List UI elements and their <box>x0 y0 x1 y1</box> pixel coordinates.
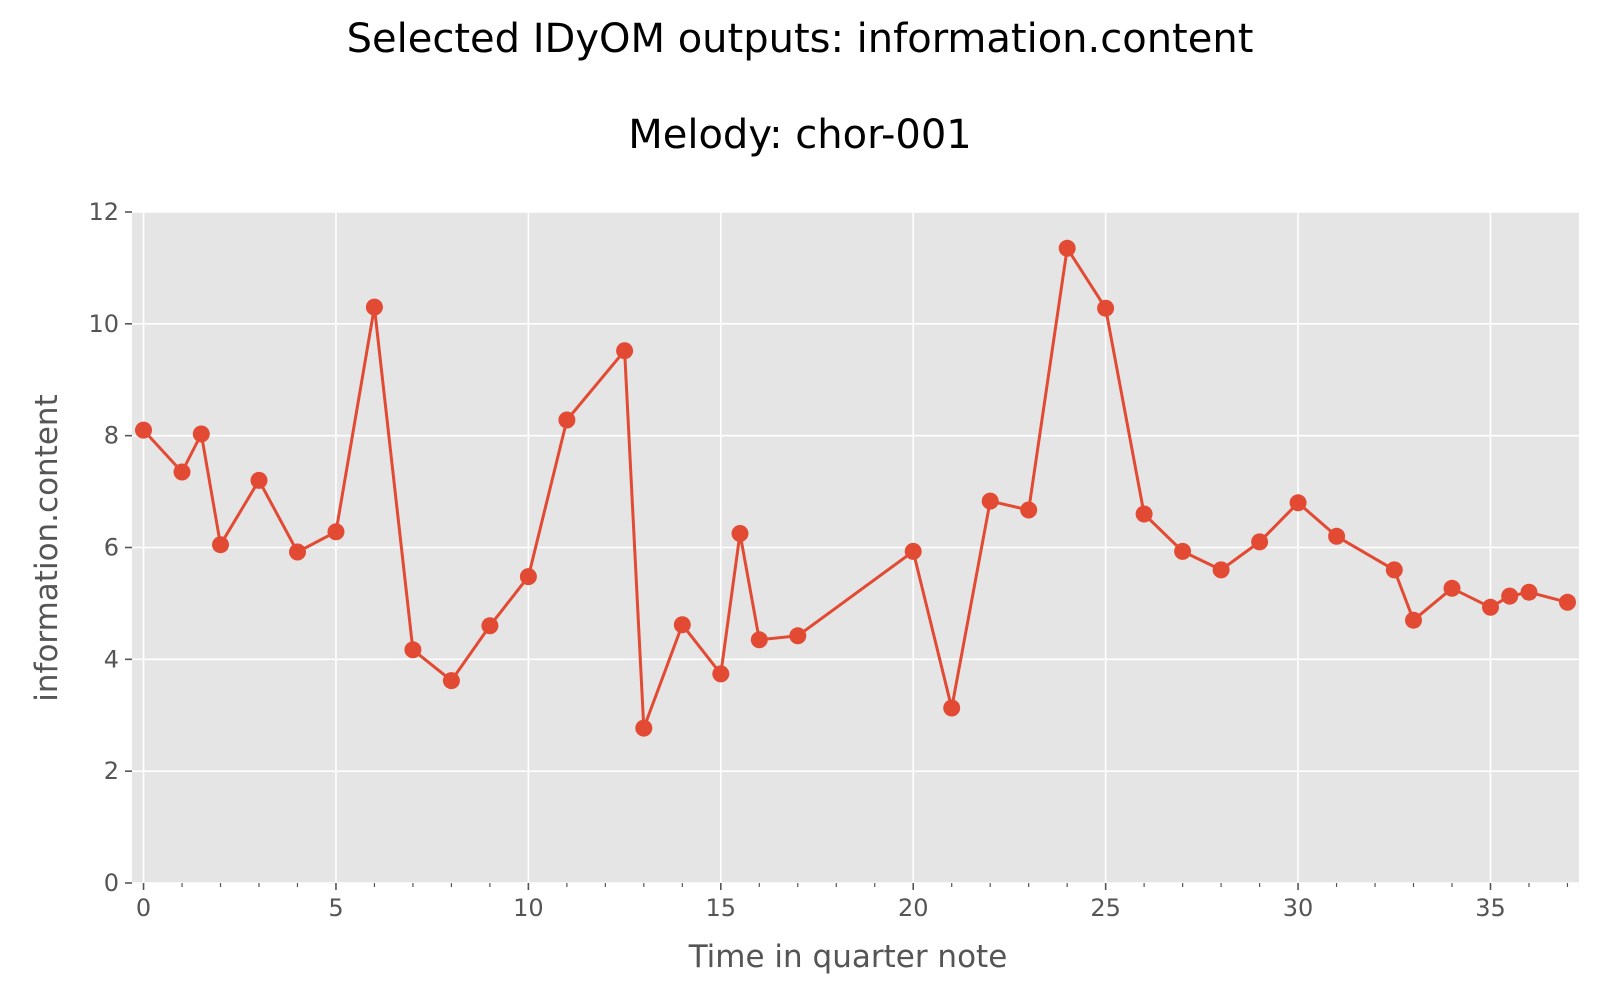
x-tick-label: 5 <box>328 894 343 922</box>
data-point <box>558 411 576 429</box>
data-point <box>1559 593 1576 611</box>
data-point <box>673 616 691 634</box>
data-point <box>635 719 653 737</box>
data-point <box>135 421 152 439</box>
data-point <box>904 542 922 560</box>
y-tick-label: 12 <box>88 198 119 226</box>
data-point <box>442 672 460 690</box>
data-point <box>1058 239 1076 257</box>
data-point <box>173 463 191 481</box>
x-tick-label: 35 <box>1475 894 1506 922</box>
y-tick-label: 6 <box>104 534 119 562</box>
x-axis-label: Time in quarter note <box>688 939 1008 975</box>
data-point <box>212 536 229 554</box>
x-tick-label: 20 <box>898 894 929 922</box>
data-point <box>1097 299 1115 317</box>
x-tick-label: 30 <box>1283 894 1314 922</box>
data-point <box>712 665 730 683</box>
x-tick-label: 25 <box>1090 894 1121 922</box>
data-point <box>731 525 749 542</box>
data-point <box>1020 501 1038 519</box>
data-point <box>1385 561 1403 579</box>
data-point <box>1328 527 1346 545</box>
data-point <box>1443 579 1461 597</box>
data-point <box>289 543 306 561</box>
chart-title: Selected IDyOM outputs: information.cont… <box>347 16 1254 62</box>
data-point <box>1251 533 1269 551</box>
data-point <box>1212 561 1230 579</box>
data-point <box>981 492 999 510</box>
data-point <box>1135 505 1153 523</box>
data-point <box>327 523 345 541</box>
data-point <box>365 298 383 316</box>
data-point <box>1482 598 1499 616</box>
data-point <box>943 699 961 717</box>
data-point <box>1405 611 1422 629</box>
data-point <box>789 627 807 645</box>
x-tick-label: 0 <box>136 894 151 922</box>
data-point <box>616 342 634 360</box>
y-tick-label: 8 <box>104 422 119 450</box>
x-tick-label: 10 <box>513 894 544 922</box>
y-tick-label: 4 <box>104 645 119 673</box>
y-tick-label: 10 <box>88 310 119 338</box>
data-point <box>1501 587 1519 605</box>
y-axis-label: information.content <box>29 394 65 701</box>
data-point <box>404 641 422 659</box>
axes: 0 5 10 15 20 25 30 35 0 2 4 6 8 10 12 <box>88 198 1569 922</box>
y-tick-label: 2 <box>104 757 119 785</box>
y-tick-label: 0 <box>104 869 119 897</box>
data-point <box>1289 494 1307 512</box>
grid <box>132 211 1579 884</box>
data-point <box>250 471 268 489</box>
data-point <box>192 425 210 443</box>
series <box>135 239 1576 737</box>
x-tick-label: 15 <box>706 894 737 922</box>
data-point <box>1520 583 1538 601</box>
data-point <box>519 568 537 586</box>
data-point <box>750 631 768 649</box>
data-point <box>1174 542 1192 560</box>
data-point <box>481 617 499 635</box>
chart-subtitle: Melody: chor-001 <box>628 112 972 158</box>
